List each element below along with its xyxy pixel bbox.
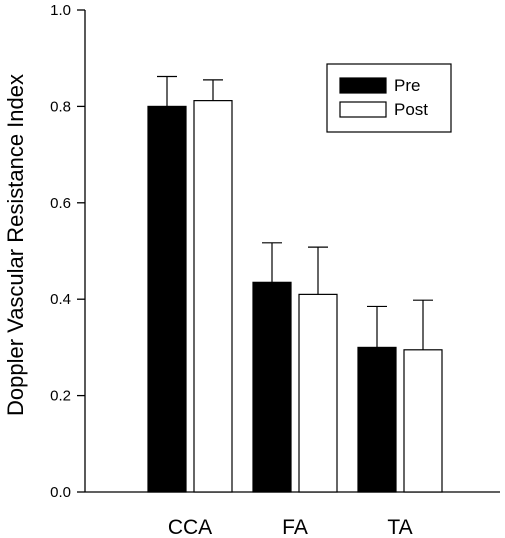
y-axis-title: Doppler Vascular Resistance Index — [3, 74, 28, 416]
x-category-label: CCA — [168, 516, 212, 538]
category-labels: CCA FA TA — [168, 516, 413, 538]
bar-post-cca — [193, 100, 233, 493]
y-tick-label: 0.0 — [50, 484, 71, 501]
x-category-label: FA — [282, 516, 308, 538]
bar-pre-cca — [147, 105, 187, 493]
legend-label-post: Post — [394, 100, 428, 119]
y-tick-label: 0.8 — [50, 98, 71, 115]
bar-pre-fa — [252, 281, 292, 493]
bar-post-fa — [298, 293, 338, 493]
y-axis-ticks: 0.0 0.2 0.4 0.6 0.8 1.0 — [50, 2, 85, 501]
bars — [147, 100, 443, 493]
bar-post-ta — [403, 349, 443, 493]
y-tick-label: 0.2 — [50, 388, 71, 405]
y-tick-label: 0.4 — [50, 291, 71, 308]
x-category-label: TA — [387, 516, 412, 538]
y-tick-label: 0.6 — [50, 195, 71, 212]
legend-label-pre: Pre — [394, 76, 420, 95]
error-bars — [157, 75, 433, 350]
bar-pre-ta — [357, 346, 397, 493]
legend-swatch-post — [339, 101, 387, 118]
y-axis-title-group: Doppler Vascular Resistance Index — [3, 74, 28, 416]
legend: Pre Post — [326, 63, 452, 133]
y-tick-label: 1.0 — [50, 2, 71, 19]
legend-box — [326, 63, 452, 133]
legend-swatch-pre — [339, 77, 387, 94]
